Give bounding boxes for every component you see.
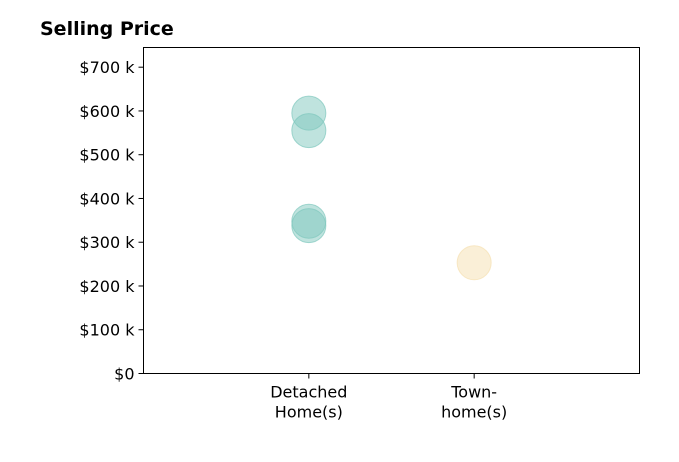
- x-axis: Detached Home(s) Town-home(s): [270, 373, 507, 422]
- y-tick-label-1: $100 k: [79, 321, 135, 340]
- chart-title: Selling Price: [40, 18, 174, 40]
- data-point-series-0-1: [291, 113, 327, 149]
- data-point-series-0-3: [291, 208, 327, 244]
- data-points: [291, 95, 492, 281]
- y-tick-label-7: $700 k: [79, 58, 135, 77]
- x-tick-label-1: Town-home(s): [441, 383, 507, 422]
- y-axis: $0 $100 k $200 k $300 k $400 k $500 k $600 k $7…: [79, 58, 144, 384]
- y-tick-label-4: $400 k: [79, 189, 135, 208]
- y-tick-label-3: $300 k: [79, 233, 135, 252]
- plot-frame: [143, 47, 640, 374]
- data-point-series-1-0: [456, 245, 492, 281]
- y-tick-label-5: $500 k: [79, 146, 135, 165]
- x-tick-label-0: Detached Home(s): [270, 383, 347, 422]
- y-tick-label-6: $600 k: [79, 102, 135, 121]
- y-tick-label-2: $200 k: [79, 277, 135, 296]
- y-tick-label-0: $0: [114, 365, 134, 384]
